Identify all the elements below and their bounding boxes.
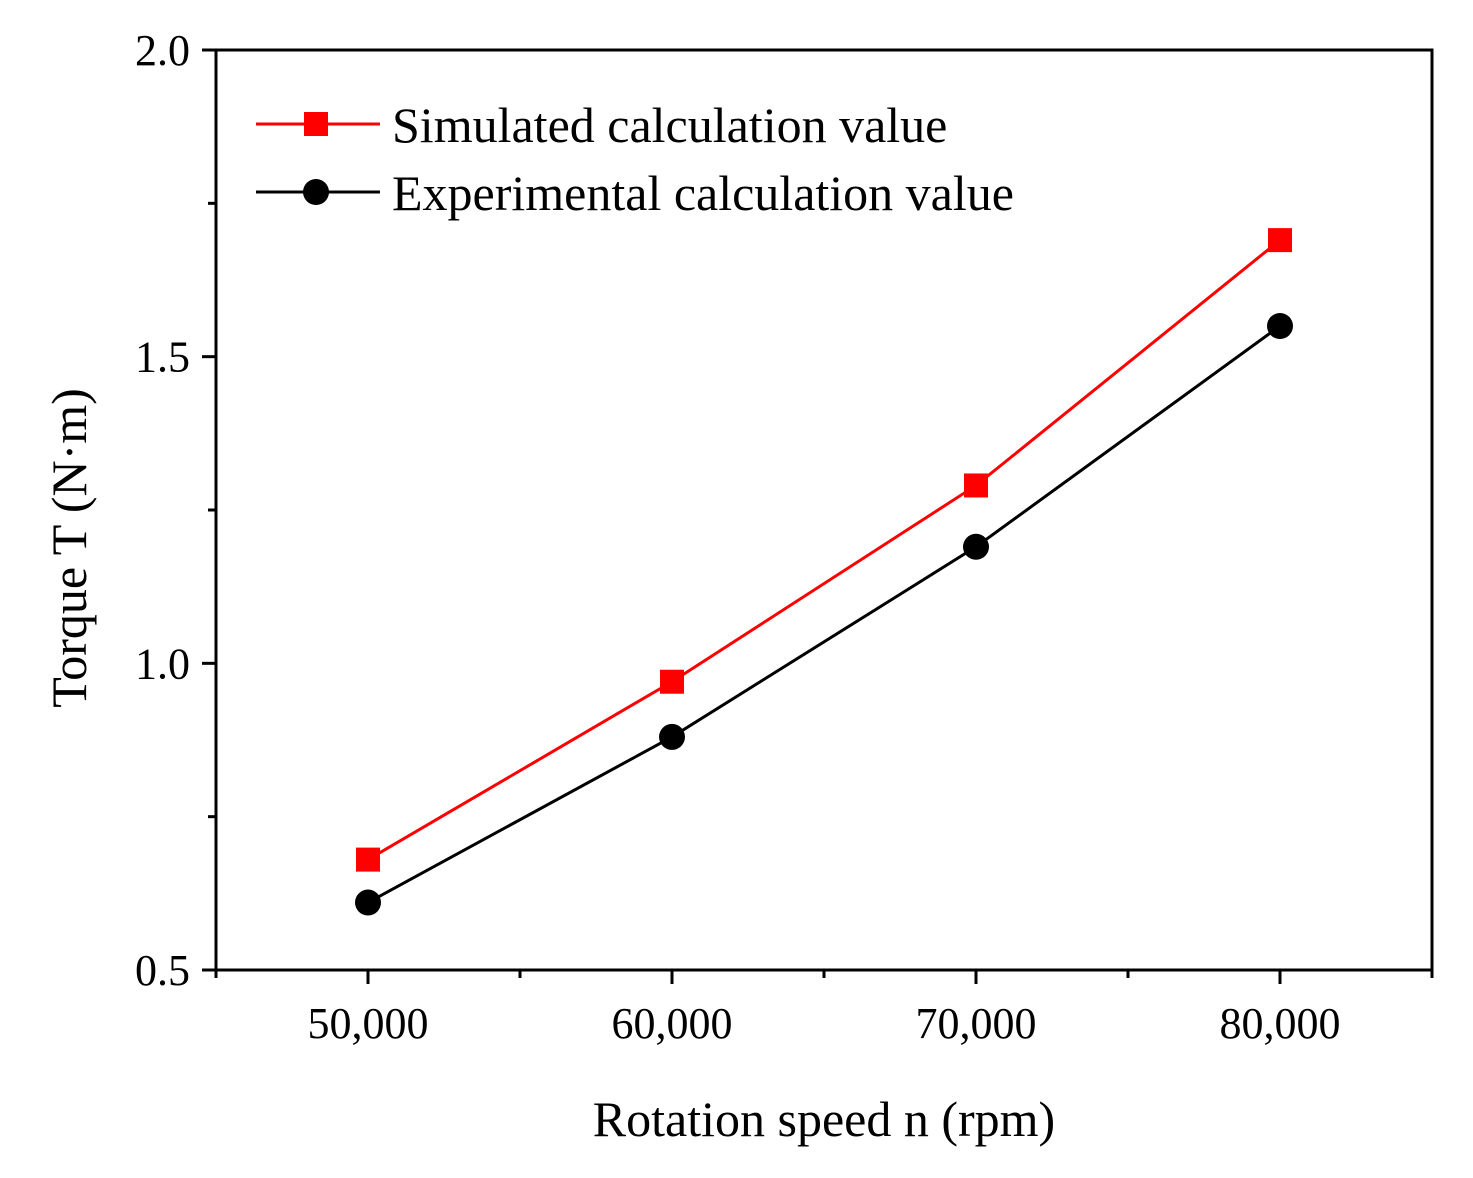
- data-point-circle: [1267, 313, 1293, 339]
- series: [355, 228, 1293, 916]
- series-experimental: [355, 313, 1293, 916]
- x-tick-label: 60,000: [612, 999, 733, 1048]
- series-line: [367, 238, 1281, 861]
- x-tick-label: 70,000: [916, 999, 1037, 1048]
- x-tick-label: 80,000: [1220, 999, 1341, 1048]
- data-point-circle: [963, 533, 989, 560]
- ticks: 0.5 1.0 1.5 2.0 50,000 60,000 70,000 80,000: [135, 26, 1434, 1048]
- y-axis-title: Torque T (N·m): [41, 388, 97, 708]
- series-line: [367, 324, 1281, 904]
- series-simulated: [356, 228, 1292, 872]
- data-point-circle: [659, 723, 685, 750]
- y-tick-label: 2.0: [135, 26, 190, 75]
- legend-marker-simulated: [304, 112, 328, 136]
- legend-label-simulated: Simulated calculation value: [392, 97, 947, 153]
- legend-marker-experimental: [303, 179, 329, 205]
- x-axis-title: Rotation speed n (rpm): [593, 1091, 1055, 1147]
- legend: Simulated calculation value Experimental…: [256, 97, 1014, 221]
- data-point-square: [660, 669, 684, 694]
- data-point-square: [356, 847, 380, 872]
- x-tick-label: 50,000: [308, 999, 429, 1048]
- y-tick-label: 0.5: [135, 946, 190, 995]
- legend-label-experimental: Experimental calculation value: [392, 165, 1014, 221]
- data-point-square: [964, 473, 988, 498]
- y-tick-label: 1.0: [135, 639, 190, 688]
- data-point-square: [1268, 228, 1292, 253]
- y-tick-label: 1.5: [135, 333, 190, 382]
- data-point-circle: [355, 889, 381, 916]
